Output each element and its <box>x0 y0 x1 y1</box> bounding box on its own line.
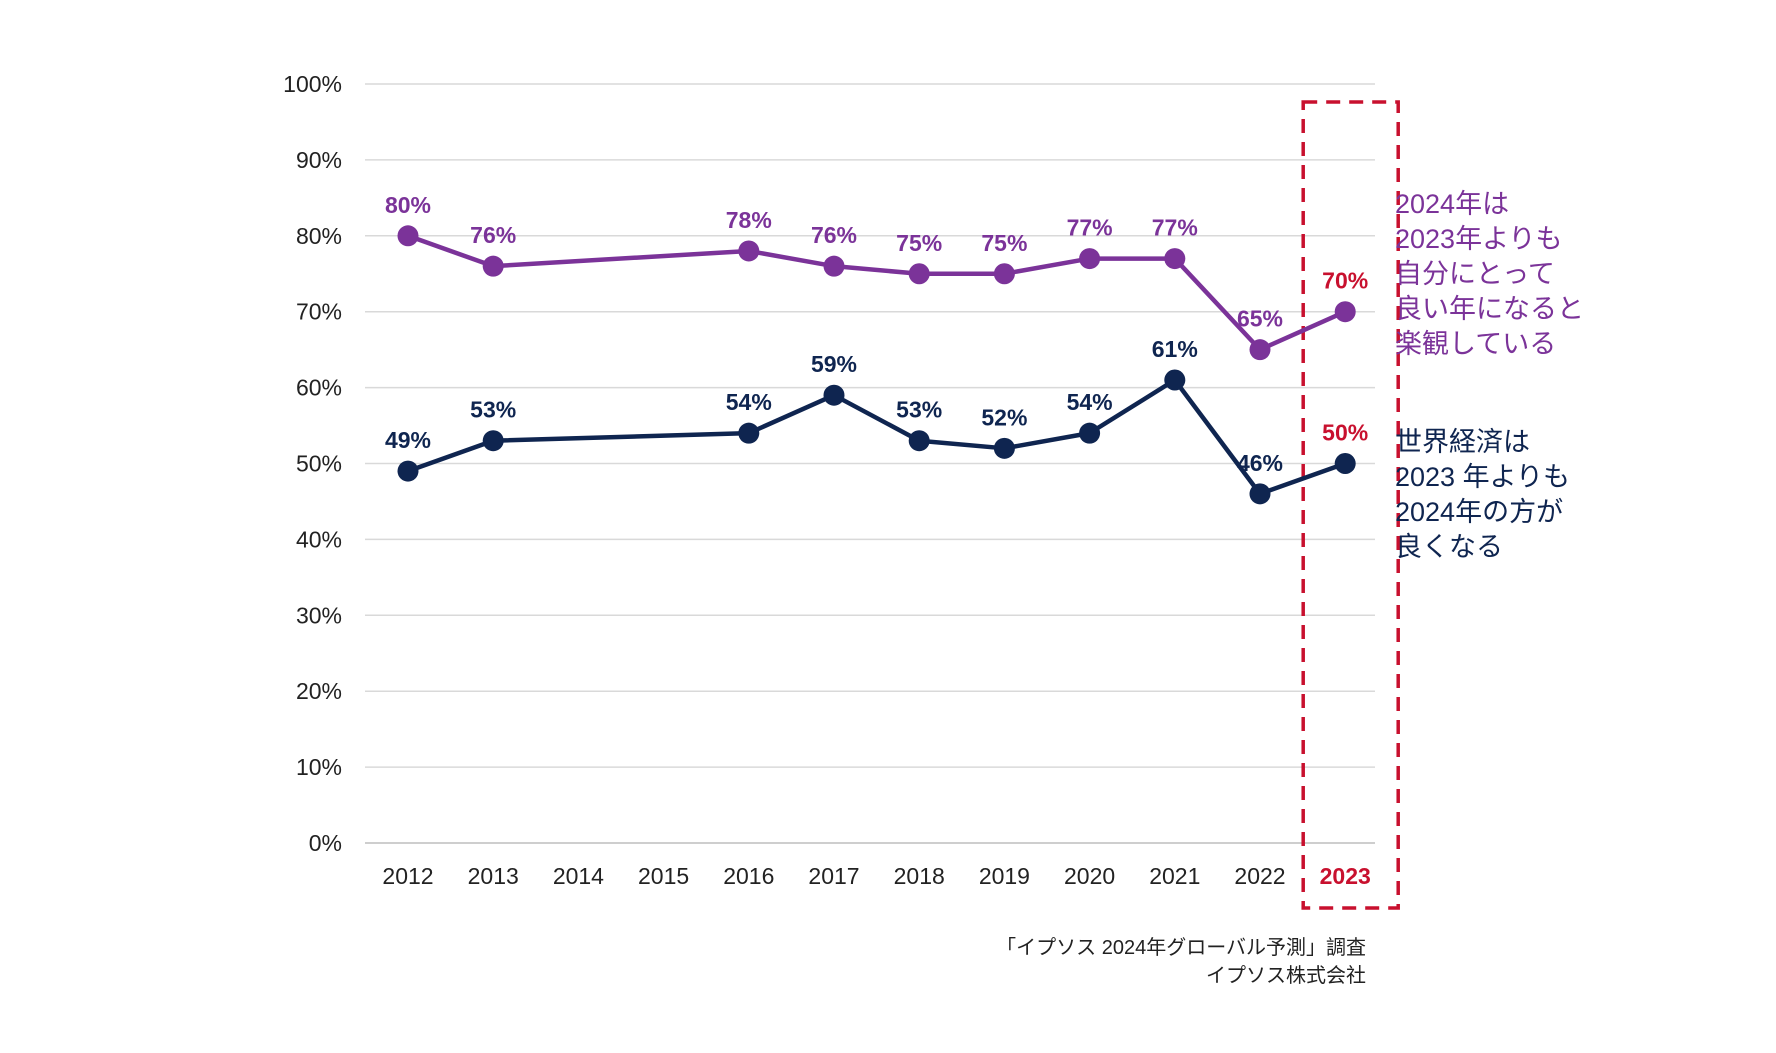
data-point <box>1079 422 1101 444</box>
data-point <box>1164 369 1186 391</box>
series-lines <box>407 233 1347 497</box>
data-point <box>823 255 845 277</box>
x-tick-label: 2023 <box>1320 863 1371 889</box>
data-label: 76% <box>811 222 857 248</box>
x-tick-label: 2019 <box>979 863 1030 889</box>
y-tick-label: 10% <box>296 754 342 780</box>
x-tick-label: 2022 <box>1234 863 1285 889</box>
data-point <box>908 430 930 452</box>
y-tick-label: 40% <box>296 526 342 552</box>
y-tick-label: 30% <box>296 602 342 628</box>
x-tick-label: 2018 <box>894 863 945 889</box>
x-tick-label: 2012 <box>382 863 433 889</box>
y-axis-tick-labels: 0% 10% 20% 30% 40% 50% 60% 70% 80% 90% 100% <box>283 71 342 856</box>
data-point <box>1249 483 1271 505</box>
data-point <box>1334 301 1356 323</box>
x-tick-label: 2013 <box>468 863 519 889</box>
data-label: 49% <box>385 427 431 453</box>
y-tick-label: 50% <box>296 451 342 477</box>
data-label: 54% <box>1067 389 1113 415</box>
x-tick-label: 2016 <box>723 863 774 889</box>
data-label: 53% <box>470 397 516 423</box>
purple-series-annotation: 2024年は 2023年よりも 自分にとって 良い年になると 楽観している <box>1395 187 1584 362</box>
data-point <box>482 255 504 277</box>
data-label: 53% <box>896 397 942 423</box>
purple-note-line: 2023年よりも <box>1395 224 1563 254</box>
y-tick-label: 0% <box>309 830 342 856</box>
data-label: 54% <box>726 389 772 415</box>
data-point <box>1164 248 1186 270</box>
data-label: 46% <box>1237 450 1283 476</box>
purple-note-line: 2024年は <box>1395 189 1510 219</box>
navy-note-line: 2024年の方が <box>1395 497 1564 527</box>
series-line-1 <box>407 377 1346 497</box>
data-point <box>1249 339 1271 361</box>
data-label: 77% <box>1067 215 1113 241</box>
data-point <box>397 460 419 482</box>
x-tick-label: 2020 <box>1064 863 1115 889</box>
x-tick-label: 2014 <box>553 863 604 889</box>
data-point <box>993 263 1015 285</box>
data-label: 61% <box>1152 336 1198 362</box>
series-data-labels: 80% 76% 78% 76% 75% 75% 77% 77% 65% 70% 49% 53% 54% 5… <box>385 192 1368 476</box>
grid-lines <box>365 83 1375 844</box>
data-label: 65% <box>1237 306 1283 332</box>
data-label: 78% <box>726 207 772 233</box>
series-points <box>397 225 1356 505</box>
navy-note-line: 世界経済は <box>1395 427 1530 457</box>
data-label: 76% <box>470 222 516 248</box>
x-tick-label: 2021 <box>1149 863 1200 889</box>
y-tick-label: 70% <box>296 299 342 325</box>
data-point <box>738 422 760 444</box>
series-line-0 <box>407 233 1347 352</box>
data-point <box>993 437 1015 459</box>
data-label: 75% <box>896 230 942 256</box>
data-point <box>823 384 845 406</box>
y-tick-label: 60% <box>296 375 342 401</box>
purple-note-line: 自分にとって <box>1395 259 1555 289</box>
data-label: 70% <box>1322 268 1368 294</box>
data-label: 77% <box>1152 215 1198 241</box>
data-point <box>1334 453 1356 474</box>
navy-series-annotation: 世界経済は 2023 年よりも 2024年の方が 良くなる <box>1395 425 1570 565</box>
data-label: 52% <box>981 404 1027 430</box>
data-label: 50% <box>1322 420 1368 446</box>
data-point <box>908 263 930 285</box>
source-credit: 「イプソス 2024年グローバル予測」調査 イプソス株式会社 <box>996 934 1366 990</box>
y-tick-label: 80% <box>296 223 342 249</box>
data-point <box>1079 248 1101 270</box>
data-label: 75% <box>981 230 1027 256</box>
data-point <box>738 240 760 262</box>
purple-note-line: 楽観している <box>1395 329 1557 359</box>
highlight-2023-box <box>1301 100 1400 910</box>
data-label: 80% <box>385 192 431 218</box>
source-survey-name: 「イプソス 2024年グローバル予測」調査 <box>996 937 1366 959</box>
source-company: イプソス株式会社 <box>1206 965 1366 987</box>
purple-note-line: 良い年になると <box>1395 294 1584 324</box>
data-point <box>397 225 419 247</box>
y-tick-label: 100% <box>283 71 342 97</box>
y-tick-label: 90% <box>296 147 342 173</box>
y-tick-label: 20% <box>296 678 342 704</box>
data-point <box>482 430 504 452</box>
data-label: 59% <box>811 351 857 377</box>
x-axis-tick-labels: 2012 2013 2014 2015 2016 2017 2018 2019 2020 2021… <box>382 863 1370 889</box>
navy-note-line: 2023 年よりも <box>1395 462 1571 492</box>
navy-note-line: 良くなる <box>1395 532 1503 562</box>
x-tick-label: 2017 <box>808 863 859 889</box>
x-tick-label: 2015 <box>638 863 689 889</box>
